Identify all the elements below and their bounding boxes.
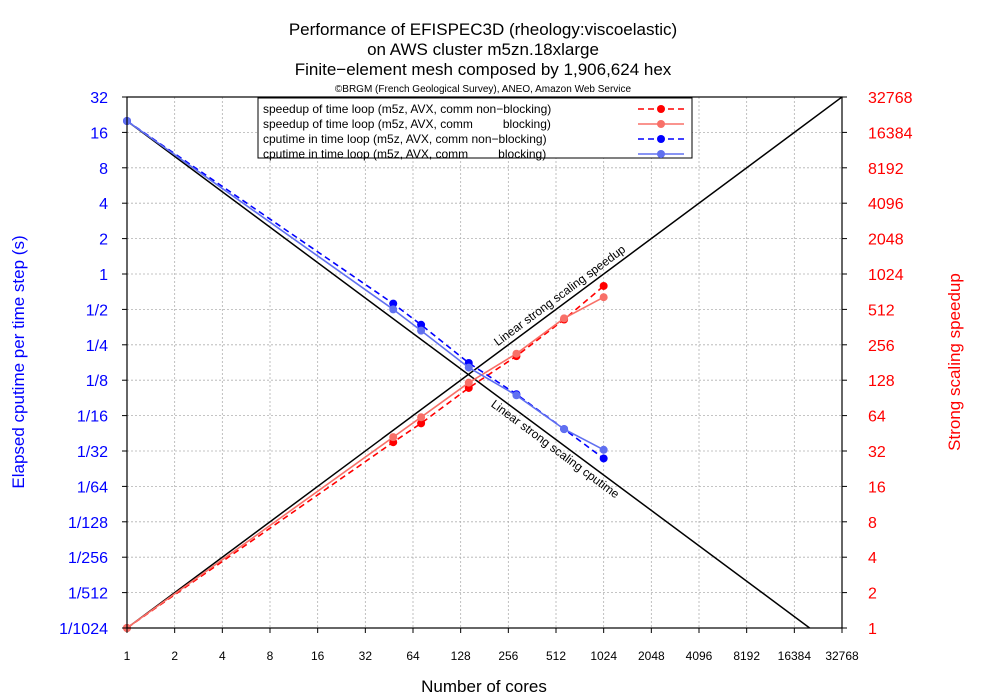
series-3-point-1 xyxy=(389,305,398,314)
y-left-tick-label: 1/16 xyxy=(77,409,108,426)
series-1-point-2 xyxy=(417,413,426,422)
series-1-point-4 xyxy=(512,349,521,358)
y-left-tick-label: 1/128 xyxy=(68,515,108,532)
legend-swatch-marker-3 xyxy=(657,150,665,158)
legend-swatch-marker-0 xyxy=(657,105,665,113)
x-tick-label: 16384 xyxy=(778,649,812,663)
series-0-point-2 xyxy=(417,419,426,428)
x-tick-label: 256 xyxy=(498,649,518,663)
y-left-tick-label: 4 xyxy=(99,196,108,213)
series-1-point-5 xyxy=(560,314,569,323)
y-left-tick-label: 2 xyxy=(99,232,108,249)
plot-frame xyxy=(126,96,843,629)
y-right-tick-label: 64 xyxy=(868,409,886,426)
reference-line-label-0: Linear strong scaling speedup xyxy=(491,242,628,349)
x-tick-label: 2048 xyxy=(638,649,665,663)
chart-title-line-1: Performance of EFISPEC3D (rheology:visco… xyxy=(289,20,677,39)
chart-title-line-2: on AWS cluster m5zn.18xlarge xyxy=(367,40,599,59)
series-3-point-2 xyxy=(417,326,426,335)
x-tick-label: 16 xyxy=(311,649,325,663)
series-3-point-5 xyxy=(560,425,569,434)
y-left-tick-label: 16 xyxy=(90,125,108,142)
x-tick-label: 1 xyxy=(124,649,131,663)
series-2-point-1 xyxy=(389,299,398,308)
y-left-tick-label: 1 xyxy=(99,267,108,284)
chart-credit: ©BRGM (French Geological Survey), ANEO, … xyxy=(335,84,632,95)
legend-label-2: cputime in time loop (m5z, AVX, comm non… xyxy=(263,132,547,146)
y-right-tick-label: 32 xyxy=(868,444,886,461)
y-right-tick-label: 4 xyxy=(868,550,877,567)
chart-title-line-3: Finite−element mesh composed by 1,906,62… xyxy=(295,60,672,79)
legend-label-1: speedup of time loop (m5z, AVX, comm blo… xyxy=(263,117,551,131)
y-left-tick-label: 1/512 xyxy=(68,586,108,603)
series-3-point-4 xyxy=(512,391,521,400)
series-3-point-3 xyxy=(464,363,473,372)
series-1-point-1 xyxy=(389,433,398,442)
y-left-tick-label: 1/2 xyxy=(86,302,108,319)
y-right-tick-label: 1 xyxy=(868,621,877,638)
x-tick-label: 128 xyxy=(451,649,471,663)
x-tick-label: 4096 xyxy=(686,649,713,663)
x-axis-label: Number of cores xyxy=(421,677,547,696)
x-tick-label: 32 xyxy=(359,649,373,663)
x-tick-label: 1024 xyxy=(590,649,617,663)
y-left-tick-label: 1/1024 xyxy=(59,621,108,638)
legend-box xyxy=(257,97,693,159)
x-tick-label: 64 xyxy=(406,649,420,663)
legend-swatch-marker-1 xyxy=(657,120,665,128)
legend-label-0: speedup of time loop (m5z, AVX, comm non… xyxy=(263,102,551,116)
series-1-point-6 xyxy=(599,293,608,302)
y-left-tick-label: 1/64 xyxy=(77,479,108,496)
series-3-point-6 xyxy=(599,445,608,454)
y-right-tick-label: 8 xyxy=(868,515,877,532)
x-tick-label: 8 xyxy=(267,649,274,663)
y-left-tick-label: 32 xyxy=(90,90,108,107)
reference-line-0 xyxy=(127,97,842,628)
legend-swatch-marker-2 xyxy=(657,135,665,143)
y-right-tick-label: 4096 xyxy=(868,196,904,213)
y-axis-label-left: Elapsed cputime per time step (s) xyxy=(9,235,28,488)
y-right-tick-label: 1024 xyxy=(868,267,904,284)
x-tick-label: 8192 xyxy=(733,649,760,663)
y-left-tick-label: 1/32 xyxy=(77,444,108,461)
legend-label-3: cputime in time loop (m5z, AVX, comm blo… xyxy=(263,147,546,161)
series-2-point-6 xyxy=(599,454,608,463)
x-tick-label: 4 xyxy=(219,649,226,663)
y-right-tick-label: 512 xyxy=(868,302,895,319)
y-right-tick-label: 256 xyxy=(868,338,895,355)
y-left-tick-label: 1/8 xyxy=(86,373,108,390)
y-axis-label-right: Strong scaling speedup xyxy=(945,273,964,451)
series-2-point-2 xyxy=(417,320,426,329)
y-right-tick-label: 2 xyxy=(868,586,877,603)
x-tick-label: 32768 xyxy=(825,649,859,663)
y-right-tick-label: 16384 xyxy=(868,125,913,142)
y-left-tick-label: 1/4 xyxy=(86,338,108,355)
y-right-tick-label: 128 xyxy=(868,373,895,390)
y-left-tick-label: 1/256 xyxy=(68,550,108,567)
y-right-tick-label: 32768 xyxy=(868,90,913,107)
series-0-point-6 xyxy=(599,281,608,290)
x-tick-label: 2 xyxy=(171,649,178,663)
y-right-tick-label: 16 xyxy=(868,479,886,496)
x-tick-label: 512 xyxy=(546,649,566,663)
y-right-tick-label: 8192 xyxy=(868,161,904,178)
series-1-point-3 xyxy=(464,378,473,387)
reference-line-1 xyxy=(127,120,811,628)
y-left-tick-label: 8 xyxy=(99,161,108,178)
y-right-tick-label: 2048 xyxy=(868,232,904,249)
